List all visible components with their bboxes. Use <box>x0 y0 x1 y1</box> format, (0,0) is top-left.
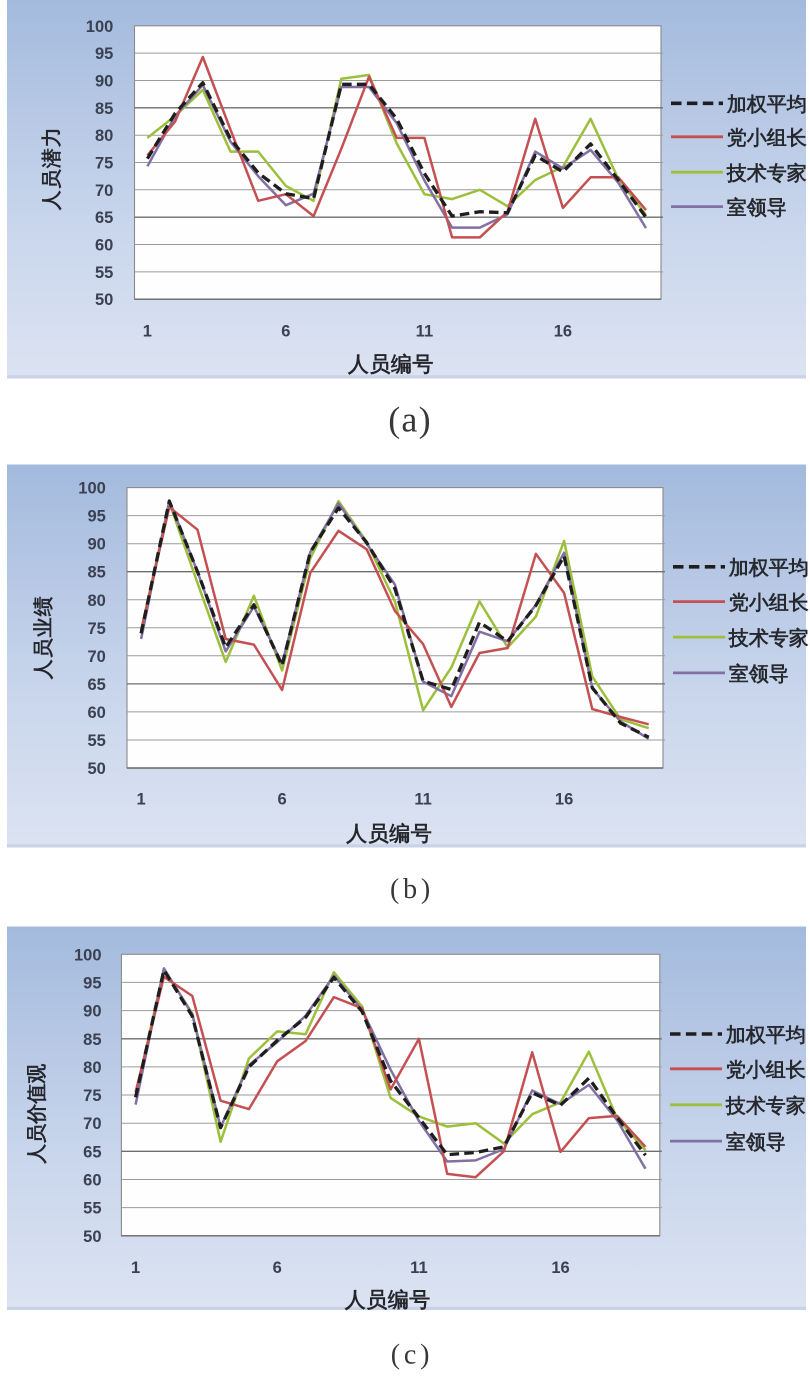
svg-text:1: 1 <box>143 323 152 341</box>
svg-text:85: 85 <box>83 1031 101 1049</box>
svg-text:80: 80 <box>95 127 113 145</box>
svg-text:75: 75 <box>95 155 113 173</box>
svg-text:75: 75 <box>83 1087 101 1105</box>
svg-text:65: 65 <box>95 209 113 227</box>
svg-text:6: 6 <box>278 791 287 809</box>
svg-text:65: 65 <box>83 1143 101 1161</box>
svg-text:90: 90 <box>95 73 113 91</box>
svg-text:55: 55 <box>95 264 113 282</box>
svg-text:(b): (b) <box>390 874 434 905</box>
svg-text:16: 16 <box>551 1259 569 1277</box>
svg-text:60: 60 <box>83 1172 101 1190</box>
svg-text:60: 60 <box>87 704 105 722</box>
svg-text:90: 90 <box>83 1003 101 1021</box>
svg-text:55: 55 <box>83 1200 101 1218</box>
svg-text:(c): (c) <box>391 1339 433 1370</box>
svg-text:16: 16 <box>554 323 572 341</box>
svg-text:80: 80 <box>87 592 105 610</box>
svg-text:75: 75 <box>87 620 105 638</box>
svg-text:60: 60 <box>95 237 113 255</box>
svg-text:85: 85 <box>87 564 105 582</box>
svg-text:6: 6 <box>273 1259 282 1277</box>
svg-text:(a): (a) <box>388 400 432 440</box>
svg-text:6: 6 <box>281 323 290 341</box>
svg-text:11: 11 <box>414 791 431 809</box>
svg-text:55: 55 <box>87 732 105 750</box>
svg-text:11: 11 <box>410 1259 427 1277</box>
svg-text:95: 95 <box>83 974 101 992</box>
svg-text:85: 85 <box>95 100 113 118</box>
svg-text:50: 50 <box>95 291 113 309</box>
svg-text:100: 100 <box>78 480 106 498</box>
svg-text:80: 80 <box>83 1059 101 1077</box>
svg-text:50: 50 <box>83 1228 101 1246</box>
svg-text:65: 65 <box>87 676 105 694</box>
svg-text:70: 70 <box>95 182 113 200</box>
svg-text:70: 70 <box>87 648 105 666</box>
svg-text:95: 95 <box>95 45 113 63</box>
svg-text:11: 11 <box>416 323 433 341</box>
svg-text:50: 50 <box>87 760 105 778</box>
svg-text:16: 16 <box>555 791 573 809</box>
svg-text:100: 100 <box>74 946 102 964</box>
svg-text:1: 1 <box>137 791 146 809</box>
svg-text:1: 1 <box>131 1259 140 1277</box>
svg-text:70: 70 <box>83 1115 101 1133</box>
svg-text:95: 95 <box>87 508 105 526</box>
svg-text:100: 100 <box>86 18 114 36</box>
svg-text:90: 90 <box>87 536 105 554</box>
